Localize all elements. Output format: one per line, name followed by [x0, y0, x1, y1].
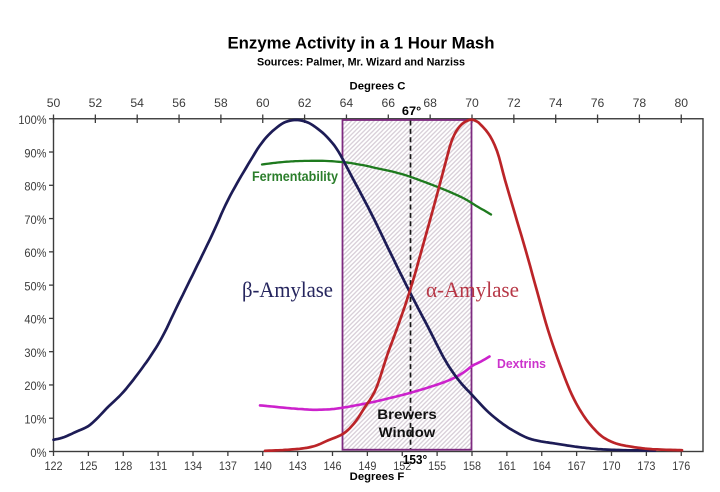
svg-text:170: 170	[602, 459, 620, 473]
svg-text:70: 70	[465, 96, 479, 110]
svg-text:50: 50	[47, 96, 61, 110]
svg-text:60: 60	[256, 96, 270, 110]
svg-text:Sources: Palmer, Mr. Wizard an: Sources: Palmer, Mr. Wizard and Narziss	[257, 57, 465, 69]
svg-text:50%: 50%	[24, 279, 46, 293]
svg-text:161: 161	[498, 459, 516, 473]
svg-text:56: 56	[172, 96, 186, 110]
svg-text:67°: 67°	[402, 106, 422, 118]
svg-text:62: 62	[298, 96, 312, 110]
svg-text:70%: 70%	[24, 213, 46, 227]
svg-text:143: 143	[289, 459, 307, 473]
svg-text:176: 176	[672, 459, 690, 473]
svg-text:30%: 30%	[24, 346, 46, 360]
svg-text:Degrees F: Degrees F	[350, 471, 405, 483]
svg-text:Enzyme Activity in a 1 Hour Ma: Enzyme Activity in a 1 Hour Mash	[227, 33, 494, 52]
svg-text:Fermentability: Fermentability	[252, 169, 338, 184]
svg-text:78: 78	[633, 96, 647, 110]
svg-text:52: 52	[89, 96, 103, 110]
svg-text:149: 149	[358, 459, 376, 473]
svg-text:68: 68	[423, 96, 437, 110]
svg-text:Window: Window	[379, 425, 436, 440]
svg-text:80%: 80%	[24, 180, 46, 194]
svg-text:0%: 0%	[30, 446, 46, 460]
svg-text:146: 146	[323, 459, 341, 473]
svg-text:Brewers: Brewers	[377, 407, 437, 422]
svg-text:72: 72	[507, 96, 521, 110]
svg-text:54: 54	[130, 96, 144, 110]
svg-text:167: 167	[568, 459, 586, 473]
svg-text:137: 137	[219, 459, 237, 473]
svg-text:131: 131	[149, 459, 167, 473]
svg-text:164: 164	[533, 459, 551, 473]
svg-text:80: 80	[674, 96, 688, 110]
svg-text:158: 158	[463, 459, 481, 473]
svg-text:134: 134	[184, 459, 202, 473]
svg-text:76: 76	[591, 96, 605, 110]
svg-text:173: 173	[637, 459, 655, 473]
svg-text:40%: 40%	[24, 313, 46, 327]
svg-text:Dextrins: Dextrins	[497, 356, 546, 371]
svg-text:140: 140	[254, 459, 272, 473]
svg-text:155: 155	[428, 459, 446, 473]
svg-text:100%: 100%	[18, 113, 46, 127]
svg-text:153°: 153°	[403, 452, 428, 467]
svg-text:α-Amylase: α-Amylase	[426, 277, 519, 302]
svg-text:60%: 60%	[24, 246, 46, 260]
svg-text:152: 152	[393, 459, 411, 473]
svg-text:64: 64	[340, 96, 354, 110]
svg-text:125: 125	[79, 459, 97, 473]
svg-text:122: 122	[44, 459, 62, 473]
svg-text:128: 128	[114, 459, 132, 473]
svg-text:58: 58	[214, 96, 228, 110]
svg-text:66: 66	[382, 96, 396, 110]
svg-text:74: 74	[549, 96, 563, 110]
svg-text:β-Amylase: β-Amylase	[242, 277, 333, 302]
svg-text:10%: 10%	[24, 412, 46, 426]
svg-text:Degrees C: Degrees C	[350, 81, 406, 93]
svg-text:90%: 90%	[24, 146, 46, 160]
svg-text:20%: 20%	[24, 379, 46, 393]
